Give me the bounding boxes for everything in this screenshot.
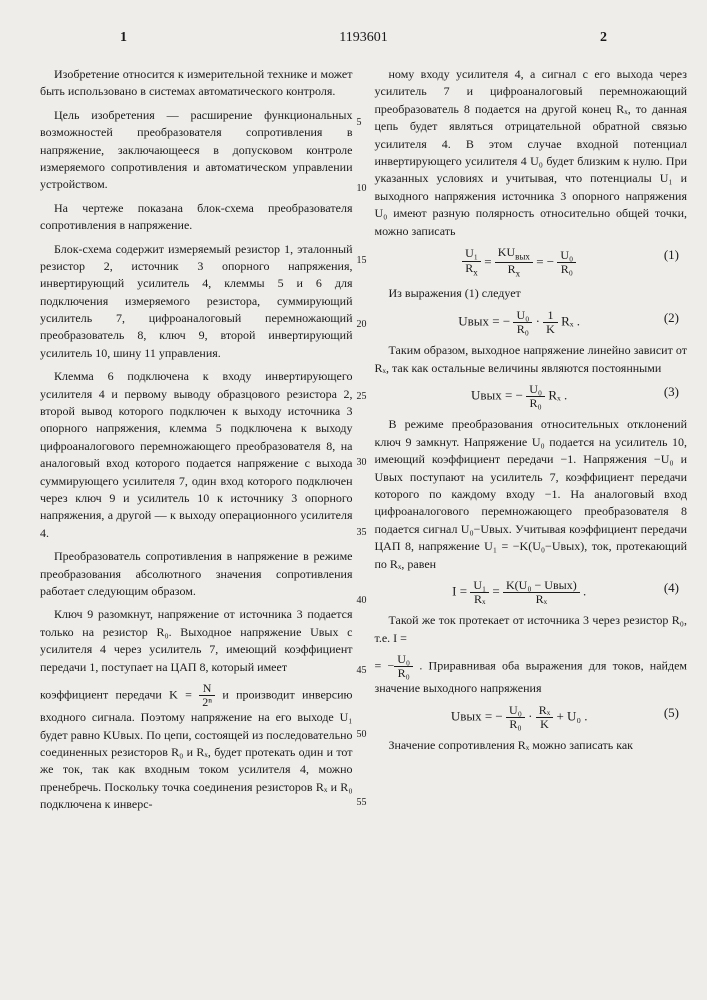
paragraph: Преобразователь сопротивления в напряжен… [40, 548, 353, 600]
paragraph: Из выражения (1) следует [375, 285, 688, 302]
line-marker: 15 [357, 254, 367, 269]
left-column: Изобретение относится к измерительной те… [40, 66, 353, 820]
paragraph: В режиме преобразования относительных от… [375, 416, 688, 573]
right-column: 5 10 15 20 25 30 35 40 45 50 55 ному вхо… [375, 66, 688, 820]
paragraph: Значение сопротивления Rₓ можно записать… [375, 737, 688, 754]
line-marker: 35 [357, 526, 367, 541]
equation-5: Uвых = − U₀R₀ · RₓK + U₀ . (5) [375, 704, 688, 731]
equation-2: Uвых = − U₀R₀ · 1K Rₓ . (2) [375, 309, 688, 336]
paragraph-inline: Такой же ток протекает от источника 3 че… [375, 612, 688, 647]
line-marker: 40 [357, 594, 367, 609]
fraction-N-2n: N 2ⁿ [199, 682, 215, 709]
line-marker: 20 [357, 318, 367, 333]
line-marker: 50 [357, 728, 367, 743]
paragraph: Клемма 6 подключена к входу инвертирующе… [40, 368, 353, 542]
patent-number: 1193601 [40, 30, 687, 46]
paragraph-inline-formula: коэффициент передачи K = N 2ⁿ и производ… [40, 682, 353, 814]
line-marker: 30 [357, 456, 367, 471]
page-header: 1 1193601 2 [40, 30, 687, 60]
paragraph: Цель изобретения — расширение функционал… [40, 107, 353, 194]
patent-page: 1 1193601 2 Изобретение относится к изме… [0, 0, 707, 1000]
equation-1: U₁Rx = KUвыхRx = − U₀R₀ (1) [375, 246, 688, 280]
line-marker: 55 [357, 796, 367, 811]
paragraph: Таким образом, выходное напряжение линей… [375, 342, 688, 377]
line-marker: 5 [357, 116, 362, 131]
col-number-right: 2 [600, 30, 607, 46]
paragraph: Блок-схема содержит измеряемый резистор … [40, 241, 353, 363]
equation-4: I = U₁Rₓ = K(U₀ − Uвых)Rₓ . (4) [375, 579, 688, 606]
paragraph: ному входу усилителя 4, а сигнал с его в… [375, 66, 688, 240]
paragraph: Ключ 9 разомкнут, напряжение от источник… [40, 606, 353, 676]
paragraph: На чертеже показана блок-схема преобразо… [40, 200, 353, 235]
line-marker: 10 [357, 182, 367, 197]
equation-3: Uвых = − U₀R₀ Rₓ . (3) [375, 383, 688, 410]
paragraph-inline: = −U₀R₀ . Приравнивая оба выражения для … [375, 653, 688, 698]
paragraph: Изобретение относится к измерительной те… [40, 66, 353, 101]
two-column-layout: Изобретение относится к измерительной те… [40, 66, 687, 820]
line-marker: 25 [357, 390, 367, 405]
line-marker: 45 [357, 664, 367, 679]
